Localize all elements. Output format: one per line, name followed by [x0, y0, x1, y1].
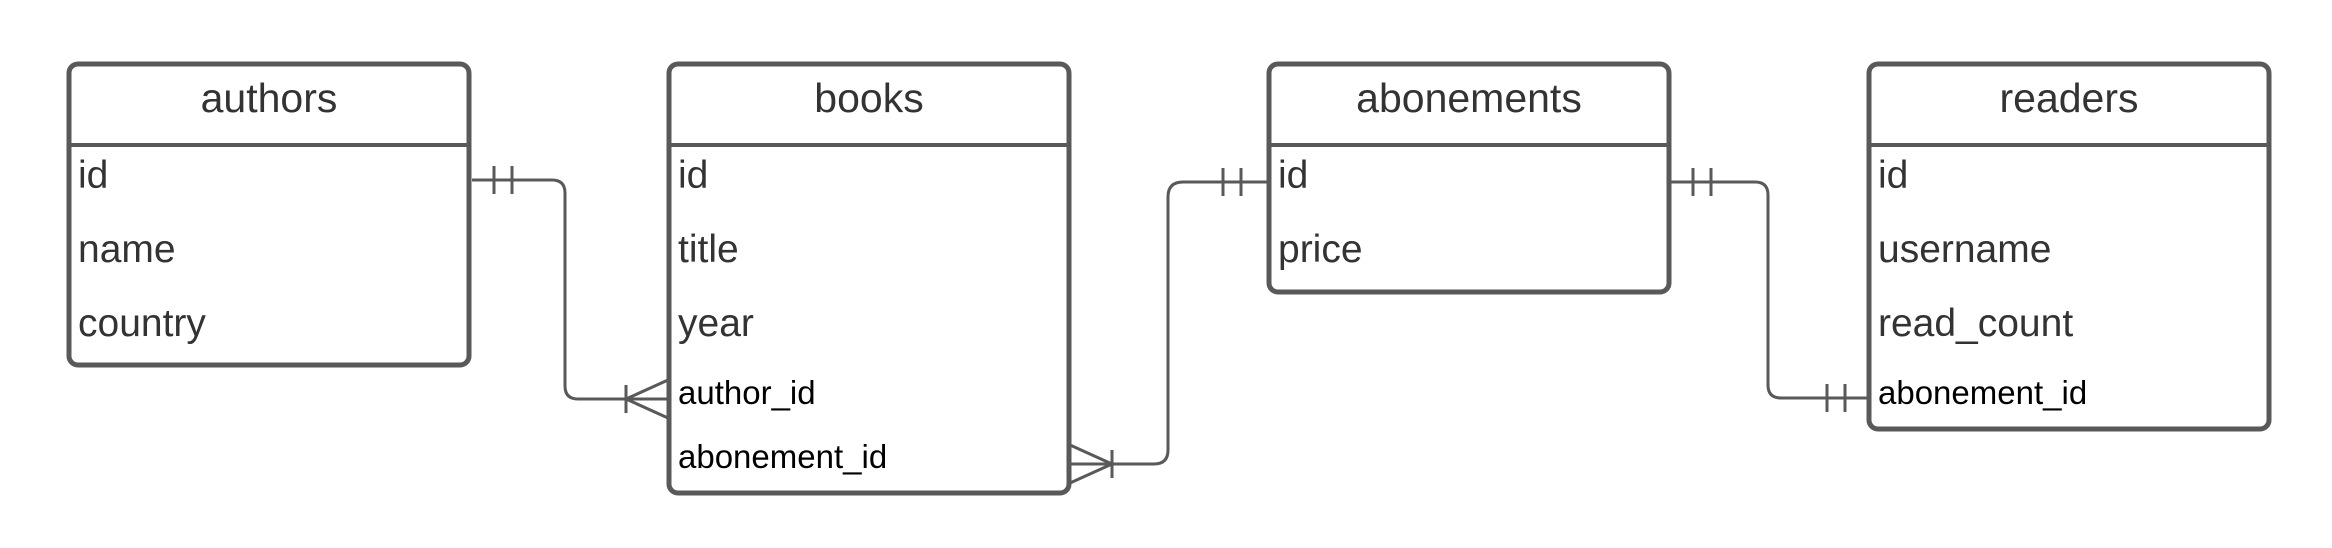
table-frame: [666, 61, 1072, 496]
crowfoot-mark: [1069, 462, 1113, 485]
field-id: id: [78, 154, 108, 197]
table-title: authors: [201, 75, 338, 121]
table-books[interactable]: books id title year author_id abonement_…: [666, 61, 1072, 496]
table-title: books: [814, 75, 923, 121]
field-price: price: [1278, 228, 1363, 271]
table-authors[interactable]: authors id name country: [66, 61, 472, 368]
connector-line: [472, 178, 668, 401]
table-frame: [1266, 61, 1672, 295]
field-title: title: [678, 228, 739, 271]
field-abonement-id: abonement_id: [1878, 374, 2087, 411]
crowfoot-mark: [625, 397, 669, 420]
field-author-id: author_id: [678, 374, 816, 411]
field-id: id: [678, 154, 708, 197]
field-year: year: [678, 302, 754, 345]
connector-line: [1671, 180, 1869, 400]
field-username: username: [1878, 228, 2051, 271]
relationships: [472, 166, 1869, 485]
table-frame: [66, 61, 472, 368]
table-abonements[interactable]: abonements id price: [1266, 61, 1672, 295]
crowfoot-mark: [1069, 443, 1113, 466]
table-title: abonements: [1356, 75, 1582, 121]
table-title: readers: [1999, 75, 2138, 121]
field-abonement-id: abonement_id: [678, 438, 887, 475]
connector-line: [1070, 180, 1268, 466]
field-name: name: [78, 228, 176, 271]
relationship-abonements-readers[interactable]: [1671, 168, 1869, 412]
field-id: id: [1278, 154, 1308, 197]
table-frame: [1866, 61, 2272, 432]
table-readers[interactable]: readers id username read_count abonement…: [1866, 61, 2272, 432]
field-id: id: [1878, 154, 1908, 197]
relationship-abonements-books[interactable]: [1069, 168, 1268, 485]
relationship-authors-books[interactable]: [472, 166, 669, 420]
field-country: country: [78, 302, 206, 345]
crowfoot-mark: [625, 378, 669, 401]
field-read-count: read_count: [1878, 302, 2073, 345]
